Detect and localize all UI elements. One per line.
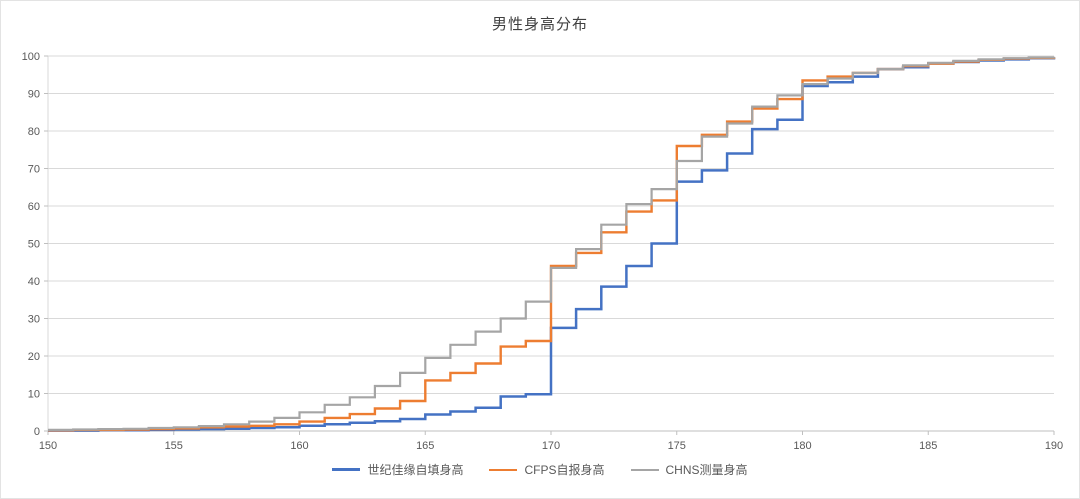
x-tick-label: 155 xyxy=(165,440,183,452)
y-tick-label: 100 xyxy=(22,51,40,63)
chart-title: 男性身高分布 xyxy=(491,16,588,33)
x-tick-label: 150 xyxy=(39,440,57,452)
x-tick-label: 160 xyxy=(290,440,308,452)
y-tick-label: 50 xyxy=(28,239,40,251)
x-tick-label: 175 xyxy=(668,440,686,452)
legend-label: CFPS自报身高 xyxy=(524,463,605,477)
legend-swatch-icon xyxy=(630,468,659,471)
legend-label: CHNS测量身高 xyxy=(665,463,748,477)
legend-swatch-icon xyxy=(332,468,361,471)
y-tick-label: 40 xyxy=(28,276,40,288)
y-tick-label: 60 xyxy=(28,201,40,213)
x-tick-label: 180 xyxy=(793,440,811,452)
x-tick-label: 185 xyxy=(919,440,937,452)
chart-legend: 世纪佳缘自填身高 CFPS自报身高 CHNS测量身高 xyxy=(1,461,1079,478)
legend-item-2: CHNS测量身高 xyxy=(630,461,748,478)
y-tick-label: 30 xyxy=(28,314,40,326)
x-tick-label: 165 xyxy=(416,440,434,452)
y-tick-label: 80 xyxy=(28,126,40,138)
y-tick-label: 20 xyxy=(28,351,40,363)
legend-item-0: 世纪佳缘自填身高 xyxy=(332,461,463,478)
y-tick-label: 70 xyxy=(28,164,40,176)
x-tick-label: 190 xyxy=(1045,440,1063,452)
legend-label: 世纪佳缘自填身高 xyxy=(367,463,464,477)
x-tick-label: 170 xyxy=(542,440,560,452)
series-line-0 xyxy=(48,56,1056,432)
legend-item-1: CFPS自报身高 xyxy=(489,461,605,478)
y-tick-label: 0 xyxy=(34,426,40,438)
legend-swatch-icon xyxy=(489,468,518,471)
y-tick-label: 90 xyxy=(28,89,40,101)
y-tick-label: 10 xyxy=(28,389,40,401)
series-line-2 xyxy=(48,56,1056,431)
